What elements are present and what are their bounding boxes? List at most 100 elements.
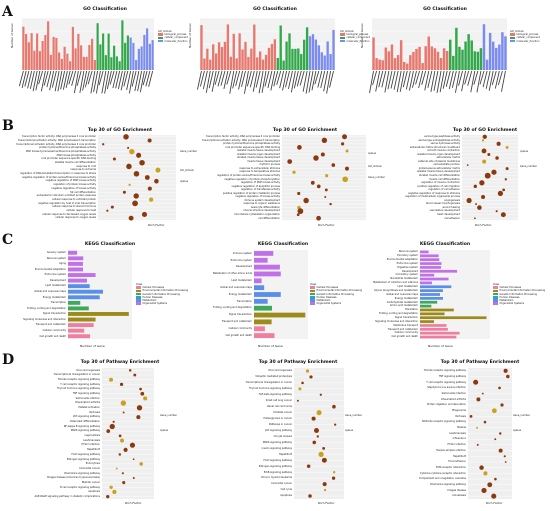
go-class-bar [33,50,36,70]
panel-label-c: C [2,232,14,248]
kegg-legend-swatch [493,286,498,289]
kegg-bar [68,295,100,300]
pathway-term: Insulin signaling pathway [261,446,292,450]
pathway-title-2: Top 30 of Pathway Enrichment [258,360,338,365]
go-class-bar [258,51,262,70]
kegg-legend-item: Human Diseases [136,296,188,299]
pathway-term: Bladder cancer [81,480,100,484]
pathway-term: ECM-receptor interaction [436,465,466,469]
kegg-bar [68,334,91,339]
go-class-bar [124,42,127,70]
go-class-tick-label [87,70,93,85]
kegg-category: Energy metabolism [228,292,252,296]
pathway-dot [503,455,506,458]
go-enrich-dot [473,184,477,189]
go-enrich-dot [141,211,148,218]
go-enrich-dot [495,210,498,213]
go-enrich-term: serine-type endopeptidase activity [418,138,460,142]
go-class-bar [261,59,265,70]
go-class-tick-label [95,70,101,94]
go-class-tick-label [120,70,126,91]
go-class-bar [406,63,409,70]
kegg-category: Excretory system [397,254,418,258]
go-class-tick-label [65,70,71,88]
pathway-title-1: Top 30 of Pathway Enrichment [80,360,160,365]
go-enrich-legend-q-1: qvalue [180,180,189,184]
kegg-category: Signal transduction [394,316,418,320]
kegg-bar [420,304,432,308]
pathway-term: HTLV-I infection [81,443,100,447]
go-class-tick-label [399,70,405,92]
go-class-bar [66,53,69,70]
go-class-bar [71,26,74,70]
go-class-tick-label [29,70,35,89]
go-class-bar [253,24,256,70]
go-enrich-term: protein tyrosine/threonine phosphatase a… [39,146,96,150]
go-class-tick-label [220,70,226,86]
go-enrich-dot [481,139,485,142]
go-class-bar [60,58,63,70]
pathway-dot [120,400,127,406]
kegg-category: Metabolism of other amino acids [212,272,252,276]
pathway-dot [301,381,304,385]
kegg-category: Signaling molecules and interaction [23,317,66,321]
go-enrich-term: skeletal muscle cell differentiation [54,161,96,165]
go-enrich-dot [129,148,135,155]
go-class-tick-label [387,70,393,90]
kegg-category: Transport and catabolism [387,327,418,331]
kegg-bar [420,312,445,316]
go-class-tick-label [205,70,211,93]
go-enrich-dot [106,209,109,212]
pathway-term: Transcriptional misregulation in cancer [53,373,100,377]
pathway-term: Viral carcinogenesis [76,368,100,372]
kegg-category: Circulatory system [395,273,418,277]
pathway-term: Hepatitis B [452,454,466,458]
pathway-dot [132,476,135,479]
go-class-bar [501,32,504,70]
pathway-legend-gene-1: Gene_number [160,414,177,417]
go-enrich-dot [310,180,315,185]
kegg-bar [254,251,274,256]
pathway-dot [494,438,497,441]
go-enrich-term: transcription factor activity, RNA polym… [22,135,96,139]
go-legend-3: GO_domain biological_process cellular_co… [510,30,540,43]
go-class-bar [418,46,421,70]
go-class-bar [317,45,321,70]
go-class-bar [30,33,33,70]
kegg-bar [254,312,306,318]
go-legend-cc-2: cellular_component [340,36,370,39]
pathway-term: Thyroid hormone signaling pathway [249,387,292,391]
go-class-bar [294,48,297,70]
pathway-dot [115,467,118,470]
go-class-tick-label [445,70,451,87]
kegg-legend-item: Cellular Processes [310,286,362,289]
go-enrich-legend-q-2: qvalue [368,152,377,155]
kegg-legend-label: Genetic Information Processing [142,292,180,296]
go-class-tick-label [451,70,457,88]
kegg-category: Cell growth and death [39,334,66,338]
go-class-tick-label [211,70,217,92]
go-class-tick-label [421,70,427,85]
go-class-bar [470,40,473,70]
go-enrich-term: cell differentiation [258,216,280,220]
go-class-bar [223,41,227,70]
go-class-bar [267,47,271,70]
pathway-dot [322,482,327,487]
kegg-legend-item: Genetic Information Processing [136,293,188,296]
pathway-term: Estrogen signaling pathway [258,464,292,468]
go-class-tick-label [405,70,411,90]
go-class-tick-label [35,70,41,91]
pathway-term: MAPK signaling pathway [70,429,100,433]
go-class-tick-label [142,70,148,86]
pathway-term: Osteoclast differentiation [69,420,100,424]
pathway-term: Protein digestion and absorption [427,403,466,407]
go-class-tick-label [497,70,503,86]
kegg-category: Folding, sorting and degradation [26,306,66,310]
kegg-category: Energy metabolism [394,296,418,300]
go-class-bar [375,58,378,70]
pathway-term: ErbB signaling pathway [263,470,292,474]
go-class-tick-label [270,70,276,91]
go-ylabel-1: Number of Genes [10,23,14,48]
go-class-bar [378,59,381,70]
